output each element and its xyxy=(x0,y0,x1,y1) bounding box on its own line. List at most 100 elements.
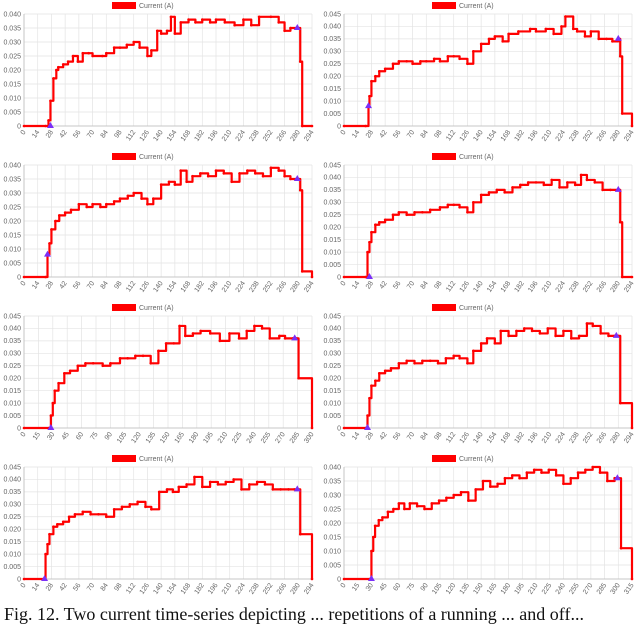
data-point xyxy=(598,471,602,474)
data-point xyxy=(438,206,442,209)
data-point xyxy=(238,172,241,175)
chart-5: Current (A) 0 0.005 0.010 0.015 0.020 0.025 0.0… xyxy=(0,302,320,454)
x-tick-label: 300 xyxy=(609,582,621,596)
figure-caption: Fig. 12. Two current time-series depicti… xyxy=(4,604,584,624)
data-point xyxy=(232,478,235,481)
x-tick-label: 238 xyxy=(248,129,260,143)
data-point xyxy=(253,172,257,175)
data-point xyxy=(496,482,499,486)
event-marker xyxy=(293,175,301,181)
data-point xyxy=(22,426,26,430)
x-tick-label: 210 xyxy=(541,129,553,143)
data-point xyxy=(199,172,202,175)
data-point xyxy=(242,18,245,21)
data-point xyxy=(620,275,624,279)
data-point xyxy=(544,27,548,31)
data-point xyxy=(386,510,390,514)
data-point xyxy=(573,183,577,187)
y-tick-label: 0.005 xyxy=(3,413,21,420)
series-line xyxy=(24,166,314,279)
data-point xyxy=(289,177,292,181)
data-point xyxy=(283,174,286,178)
event-marker xyxy=(47,424,55,430)
x-tick-label: 14 xyxy=(351,431,361,441)
y-tick-label: 0 xyxy=(17,576,21,583)
y-tick-label: 0.005 xyxy=(323,262,341,269)
y-tick-label: 0.010 xyxy=(3,246,21,253)
data-point xyxy=(609,188,612,192)
data-point xyxy=(413,361,416,365)
data-point xyxy=(22,124,26,128)
data-point xyxy=(397,361,401,365)
x-tick-label: 105 xyxy=(116,431,128,445)
data-point xyxy=(47,119,50,122)
data-point xyxy=(547,468,551,472)
data-point xyxy=(68,369,72,373)
data-point xyxy=(126,194,130,198)
y-tick-label: 0 xyxy=(337,425,341,432)
y-tick-label: 0.005 xyxy=(323,562,341,569)
event-marker xyxy=(612,331,620,338)
x-tick-label: 0 xyxy=(340,129,348,136)
chart-svg: Current (A) 0 0.005 0.010 0.015 0.020 0.025 0.0… xyxy=(323,153,636,294)
y-tick-label: 0.045 xyxy=(3,313,21,320)
data-point xyxy=(126,357,129,360)
data-point xyxy=(472,50,475,53)
y-tick-label: 0.030 xyxy=(3,351,21,358)
x-tick-label: 112 xyxy=(125,582,137,595)
data-point xyxy=(97,512,100,516)
data-point xyxy=(218,339,222,343)
data-point xyxy=(515,329,518,333)
y-tick-label: 0.020 xyxy=(323,225,341,232)
y-tick-label: 0.025 xyxy=(3,53,21,60)
x-tick-label: 252 xyxy=(262,129,274,143)
data-point xyxy=(487,191,491,194)
data-point xyxy=(503,476,507,480)
x-tick-label: 14 xyxy=(351,280,361,290)
data-point xyxy=(214,169,218,172)
y-tick-label: 0.010 xyxy=(3,95,21,102)
data-point xyxy=(289,26,292,30)
x-tick-label: 126 xyxy=(459,431,471,445)
x-tick-label: 224 xyxy=(235,582,247,596)
x-tick-label: 70 xyxy=(406,431,416,441)
data-point xyxy=(253,324,256,328)
data-point xyxy=(370,549,373,553)
data-point xyxy=(554,334,557,338)
y-tick-label: 0.030 xyxy=(3,39,21,46)
y-tick-label: 0.010 xyxy=(3,400,21,407)
data-point xyxy=(374,379,377,383)
chart-1: Current (A) 0 0.005 0.010 0.015 0.020 0.025 0.0… xyxy=(0,0,320,152)
y-tick-label: 0 xyxy=(337,576,341,583)
data-point xyxy=(374,74,377,78)
data-point xyxy=(300,270,304,273)
x-tick-label: 182 xyxy=(193,129,205,143)
x-tick-label: 0 xyxy=(20,280,28,287)
data-point xyxy=(208,21,212,24)
data-point xyxy=(89,512,92,516)
data-point xyxy=(495,188,499,192)
x-tick-label: 252 xyxy=(262,582,274,596)
data-point xyxy=(618,220,622,224)
y-tick-label: 0.010 xyxy=(323,249,341,256)
x-tick-label: 182 xyxy=(513,280,525,294)
data-point xyxy=(364,275,367,279)
x-tick-label: 135 xyxy=(145,431,157,445)
data-point xyxy=(128,503,132,506)
legend-label: Current (A) xyxy=(459,456,494,463)
y-tick-label: 0.040 xyxy=(323,326,341,333)
data-point xyxy=(172,342,176,345)
x-tick-label: 0 xyxy=(20,582,28,589)
y-tick-label: 0.040 xyxy=(3,477,21,484)
data-point xyxy=(69,208,73,212)
data-point xyxy=(432,57,436,61)
x-tick-label: 84 xyxy=(100,280,110,290)
x-tick-label: 28 xyxy=(365,280,375,290)
x-tick-label: 150 xyxy=(159,431,171,445)
data-point xyxy=(61,63,65,66)
y-tick-label: 0.025 xyxy=(323,363,341,370)
x-tick-label: 280 xyxy=(289,280,301,294)
data-point xyxy=(528,27,532,31)
data-point xyxy=(630,124,634,128)
x-tick-label: 70 xyxy=(406,129,416,139)
